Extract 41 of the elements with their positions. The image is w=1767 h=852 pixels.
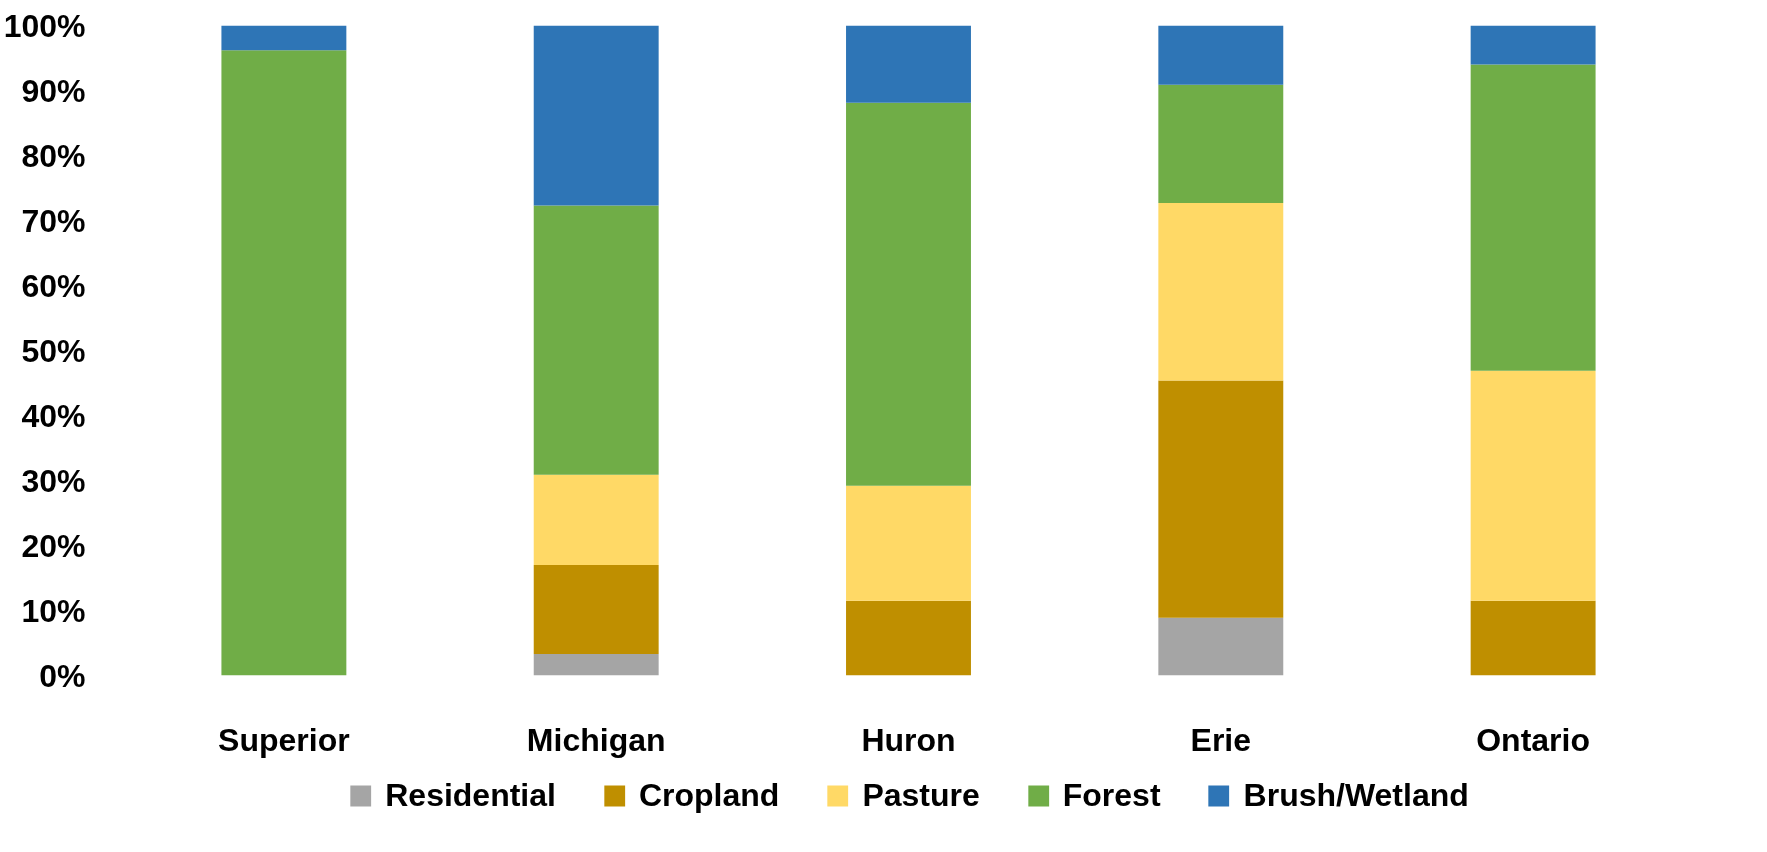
bar: [221, 50, 347, 676]
bar: [533, 25, 659, 206]
x-tick-label: Ontario: [1476, 721, 1591, 758]
bar: [533, 654, 659, 676]
bar: [1470, 370, 1596, 601]
bar: [1158, 25, 1284, 85]
legend-label: Pasture: [862, 776, 980, 814]
bar: [1470, 64, 1596, 371]
bar: [221, 25, 347, 51]
bar: [846, 25, 971, 103]
bar: [1158, 84, 1284, 203]
bar: [533, 205, 659, 475]
legend-label: Cropland: [638, 776, 780, 814]
y-tick-label: 60%: [21, 267, 86, 304]
y-tick-label: 20%: [21, 527, 86, 564]
x-tick-label: Erie: [1190, 721, 1252, 758]
bar: [846, 600, 971, 676]
y-tick-label: 0%: [39, 657, 86, 694]
x-tick-label: Superior: [218, 721, 350, 758]
bar: [1158, 380, 1284, 618]
bar: [1470, 25, 1596, 65]
bar: [1158, 617, 1284, 676]
y-tick-label: 40%: [21, 397, 86, 434]
bar: [846, 102, 971, 486]
legend-label: Residential: [385, 776, 556, 814]
x-tick-label: Michigan: [526, 721, 666, 758]
bar: [533, 474, 659, 565]
y-tick-label: 80%: [21, 137, 86, 174]
bar: [846, 485, 971, 601]
y-tick-label: 30%: [21, 462, 86, 499]
y-tick-label: 70%: [21, 202, 86, 239]
y-tick-label: 10%: [21, 592, 86, 629]
bar: [1470, 600, 1596, 676]
legend-label: Brush/Wetland: [1243, 776, 1469, 814]
y-tick-label: 100%: [3, 7, 86, 44]
bar: [1158, 202, 1284, 381]
legend-label: Forest: [1062, 776, 1161, 814]
y-tick-label: 90%: [21, 72, 86, 109]
y-tick-label: 50%: [21, 332, 86, 369]
bar: [533, 565, 659, 655]
x-tick-label: Huron: [861, 721, 956, 758]
